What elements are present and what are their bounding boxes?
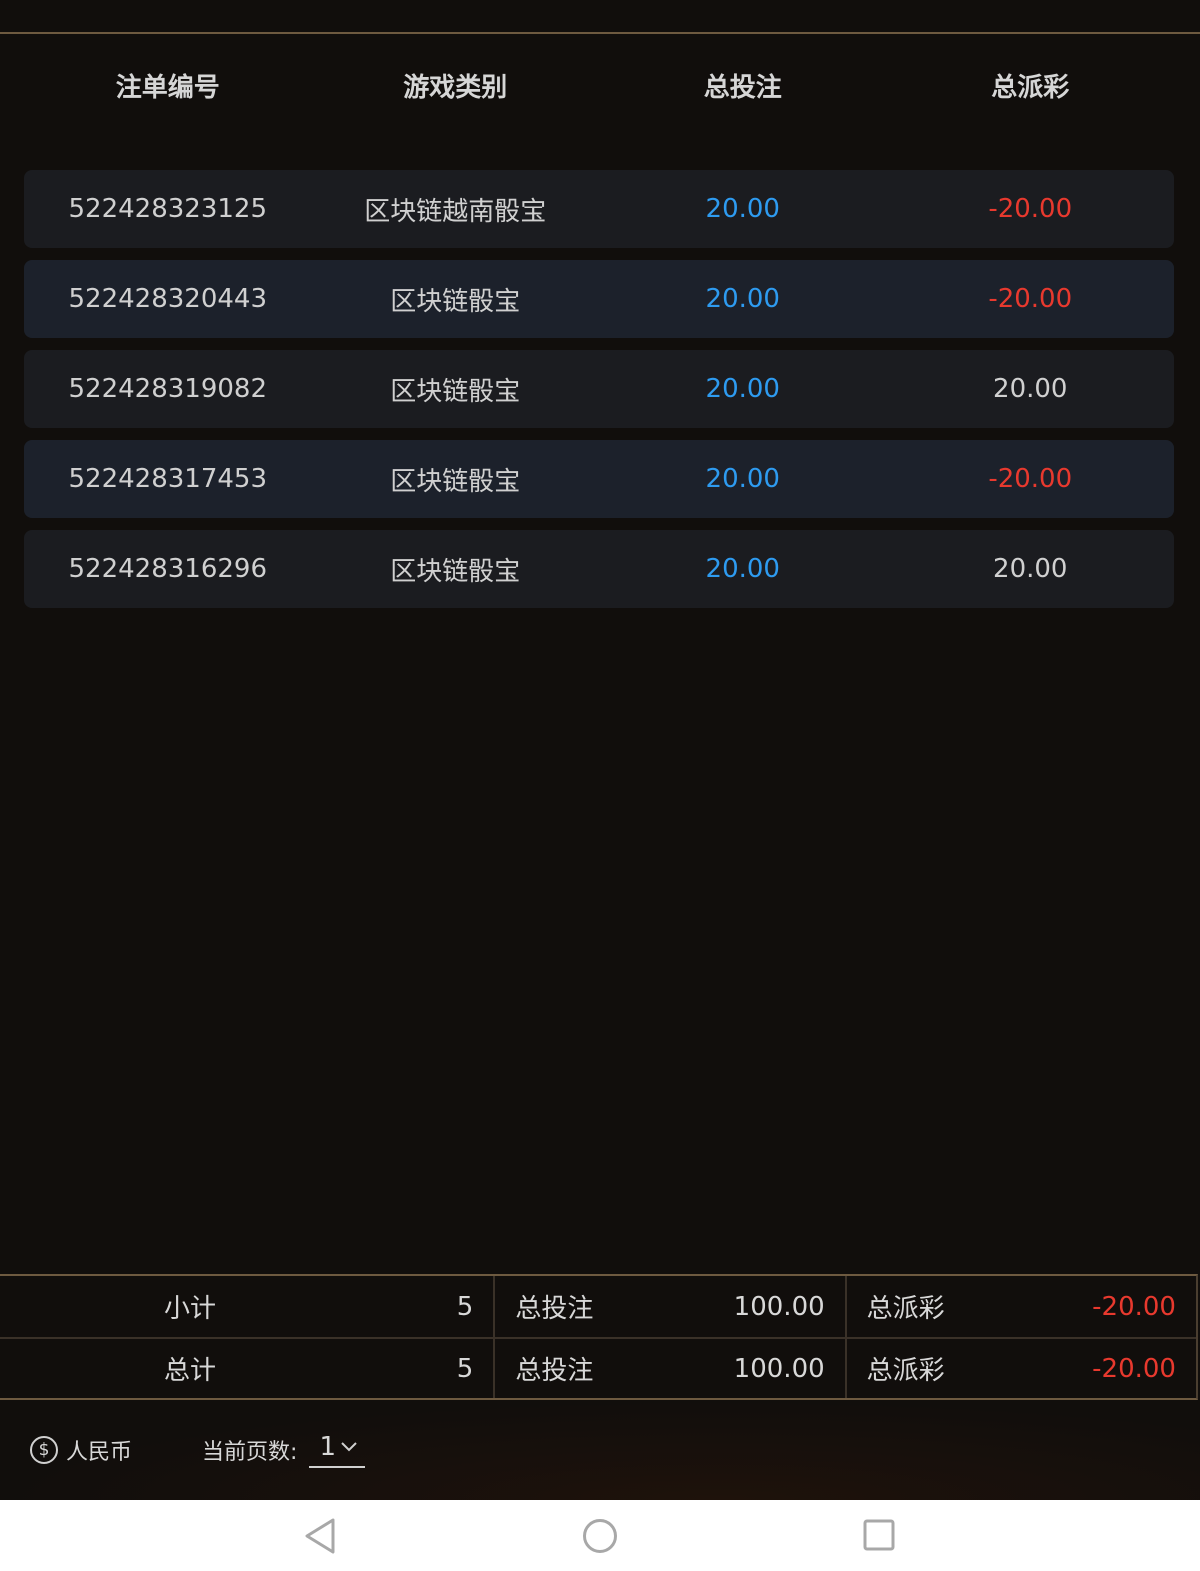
table-row[interactable]: 522428320443 区块链骰宝 20.00 -20.00	[24, 260, 1174, 338]
payout-amount: 20.00	[993, 374, 1068, 404]
label: 小计	[164, 1294, 217, 1324]
count: 5	[456, 1291, 474, 1322]
game-type: 区块链骰宝	[390, 286, 521, 317]
payout-amount: 20.00	[993, 554, 1068, 584]
payout-label: 总派彩	[866, 1356, 945, 1386]
bet-amount: 20.00	[705, 194, 780, 224]
page-select[interactable]: 1	[309, 1432, 366, 1468]
bet-id: 522428319082	[68, 374, 267, 404]
currency-label[interactable]: 人民币	[66, 1440, 133, 1465]
bet-list: 522428323125 区块链越南骰宝 20.00 -20.00 5224283204…	[24, 170, 1174, 620]
game-type: 区块链骰宝	[390, 466, 521, 497]
label: 总计	[164, 1356, 217, 1386]
bet-id: 522428316296	[68, 554, 267, 584]
recents-square-icon	[863, 1519, 895, 1550]
payout-amount: -20.00	[988, 194, 1073, 224]
bet-total: 100.00	[733, 1353, 825, 1384]
table-row[interactable]: 522428316296 区块链骰宝 20.00 20.00	[24, 530, 1174, 608]
system-nav-bar	[0, 1500, 1200, 1571]
page-label: 当前页数:	[202, 1440, 298, 1465]
top-divider	[0, 32, 1200, 34]
subtotal-row: 小计 5 总投注 100.00 总派彩 -20.00	[0, 1276, 1196, 1337]
table-header: 注单编号 游戏类别 总投注 总派彩	[24, 60, 1174, 116]
dollar-coin-icon: $	[30, 1436, 58, 1464]
header-bet: 总投注	[703, 73, 782, 103]
home-button[interactable]	[460, 1500, 740, 1571]
table-row[interactable]: 522428323125 区块链越南骰宝 20.00 -20.00	[24, 170, 1174, 248]
page-value: 1	[319, 1432, 336, 1462]
bet-total: 100.00	[733, 1291, 825, 1322]
recents-button[interactable]	[740, 1500, 1020, 1571]
header-game: 游戏类别	[403, 73, 508, 103]
payout-total: -20.00	[1092, 1353, 1176, 1384]
header-payout: 总派彩	[991, 73, 1070, 103]
bet-amount: 20.00	[705, 374, 780, 404]
table-row[interactable]: 522428319082 区块链骰宝 20.00 20.00	[24, 350, 1174, 428]
summary-table: 小计 5 总投注 100.00 总派彩 -20.00 总计 5 总投注 100.00 总派…	[0, 1274, 1198, 1400]
payout-amount: -20.00	[988, 464, 1073, 494]
header-id: 注单编号	[115, 73, 220, 103]
bet-label: 总投注	[515, 1294, 594, 1324]
payout-label: 总派彩	[866, 1294, 945, 1324]
back-triangle-icon	[305, 1518, 335, 1553]
count: 5	[456, 1353, 474, 1384]
game-type: 区块链骰宝	[390, 556, 521, 587]
home-circle-icon	[583, 1518, 617, 1553]
payout-total: -20.00	[1092, 1291, 1176, 1322]
bet-id: 522428317453	[68, 464, 267, 494]
bet-label: 总投注	[515, 1356, 594, 1386]
game-type: 区块链越南骰宝	[364, 196, 547, 227]
footer-bar: $ 人民币 当前页数: 1	[0, 1400, 1200, 1500]
chevron-down-icon	[341, 1442, 358, 1452]
bet-id: 522428323125	[68, 194, 267, 224]
bet-amount: 20.00	[705, 554, 780, 584]
back-button[interactable]	[180, 1500, 460, 1571]
payout-amount: -20.00	[988, 284, 1073, 314]
bet-id: 522428320443	[68, 284, 267, 314]
bet-amount: 20.00	[705, 284, 780, 314]
bet-amount: 20.00	[705, 464, 780, 494]
game-type: 区块链骰宝	[390, 376, 521, 407]
total-row: 总计 5 总投注 100.00 总派彩 -20.00	[0, 1337, 1196, 1398]
table-row[interactable]: 522428317453 区块链骰宝 20.00 -20.00	[24, 440, 1174, 518]
